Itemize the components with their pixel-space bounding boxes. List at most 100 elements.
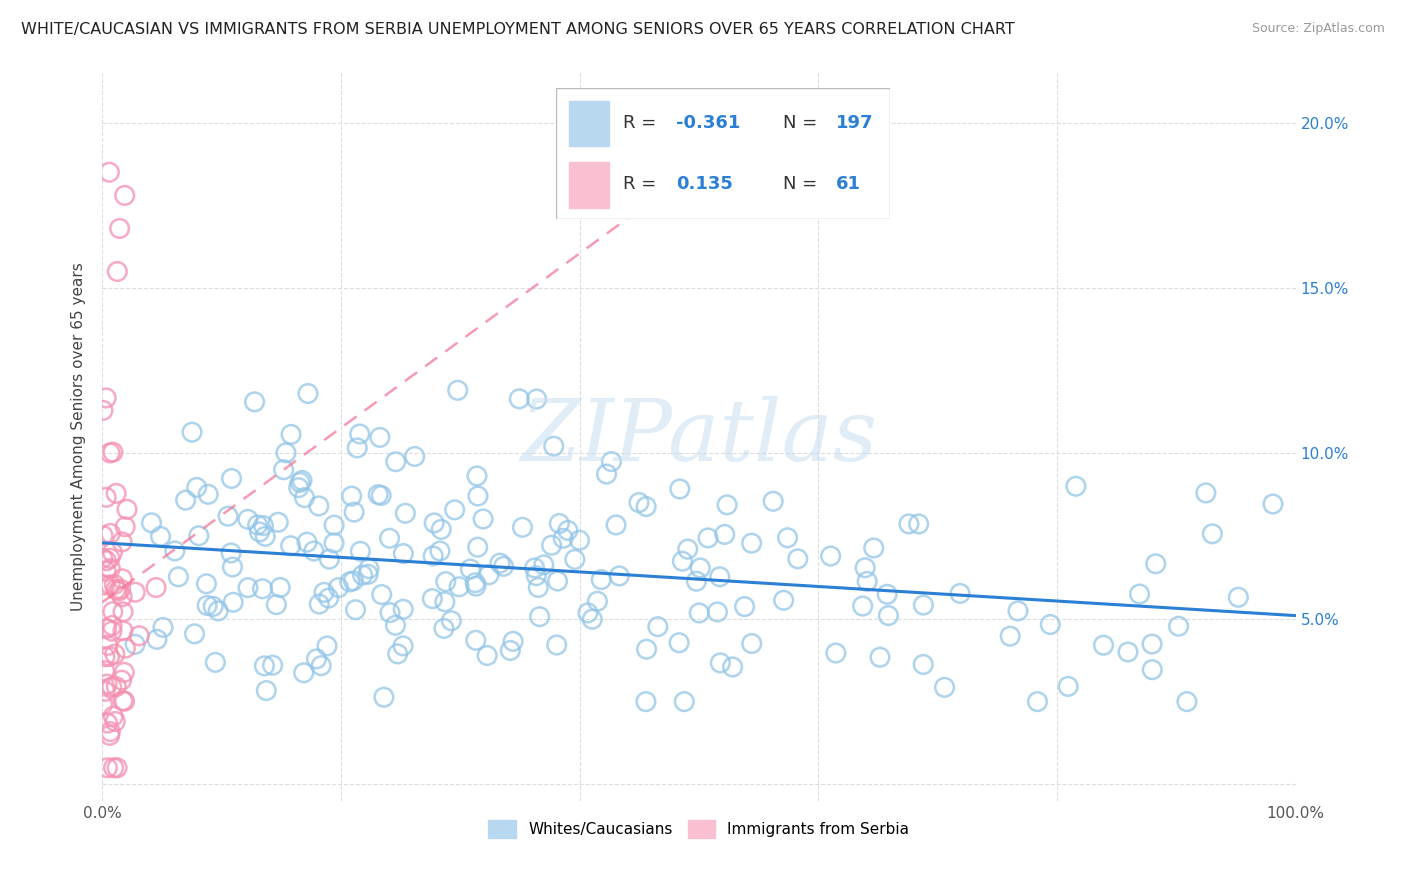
Point bbox=[709, 656, 731, 670]
Point bbox=[100, 680, 122, 694]
Point bbox=[163, 544, 186, 558]
Point bbox=[467, 540, 489, 554]
Point bbox=[207, 604, 229, 618]
Point bbox=[1092, 638, 1115, 652]
Point bbox=[1227, 591, 1250, 605]
Point bbox=[378, 606, 401, 620]
Point bbox=[547, 574, 569, 588]
Point bbox=[288, 475, 311, 490]
Point bbox=[776, 531, 799, 545]
Point bbox=[607, 569, 630, 583]
Point bbox=[103, 577, 125, 591]
Point bbox=[101, 545, 124, 559]
Point bbox=[114, 520, 136, 534]
Point bbox=[392, 547, 415, 561]
Point bbox=[98, 551, 121, 566]
Point bbox=[114, 188, 136, 202]
Point bbox=[912, 657, 935, 672]
Point bbox=[1064, 479, 1087, 493]
Point bbox=[564, 552, 586, 566]
Point bbox=[111, 590, 134, 604]
Point bbox=[124, 637, 146, 651]
Point bbox=[877, 608, 900, 623]
Point bbox=[1128, 587, 1150, 601]
Point bbox=[449, 580, 471, 594]
Point bbox=[576, 606, 599, 620]
Point bbox=[1057, 680, 1080, 694]
Point bbox=[492, 559, 515, 574]
Point bbox=[434, 574, 457, 589]
Point bbox=[586, 594, 609, 608]
Point bbox=[103, 761, 125, 775]
Point bbox=[568, 533, 591, 548]
Point bbox=[101, 624, 124, 639]
Point bbox=[236, 581, 259, 595]
Point bbox=[429, 544, 451, 558]
Point bbox=[104, 647, 127, 661]
Point bbox=[897, 516, 920, 531]
Point bbox=[543, 439, 565, 453]
Point bbox=[292, 665, 315, 680]
Point bbox=[115, 502, 138, 516]
Point bbox=[98, 724, 121, 739]
Point bbox=[772, 593, 794, 607]
Point bbox=[581, 612, 603, 626]
Point bbox=[689, 561, 711, 575]
Point bbox=[384, 618, 406, 632]
Point bbox=[540, 538, 562, 552]
Point bbox=[98, 561, 121, 575]
Point bbox=[254, 683, 277, 698]
Point bbox=[342, 574, 364, 588]
Point bbox=[152, 620, 174, 634]
Point bbox=[460, 562, 482, 576]
Point bbox=[721, 660, 744, 674]
Point bbox=[512, 520, 534, 534]
Point bbox=[820, 549, 842, 563]
Point bbox=[114, 694, 136, 708]
Point bbox=[553, 531, 575, 545]
Point bbox=[636, 642, 658, 657]
Point bbox=[114, 641, 136, 656]
Point bbox=[252, 582, 274, 596]
Point bbox=[98, 165, 121, 179]
Point bbox=[1116, 645, 1139, 659]
Point bbox=[146, 632, 169, 647]
Point bbox=[526, 392, 548, 406]
Point bbox=[852, 599, 875, 613]
Point bbox=[309, 658, 332, 673]
Point bbox=[96, 716, 118, 731]
Point bbox=[149, 529, 172, 543]
Point bbox=[1142, 663, 1164, 677]
Point bbox=[302, 544, 325, 558]
Point bbox=[195, 576, 218, 591]
Point bbox=[1175, 695, 1198, 709]
Point bbox=[305, 652, 328, 666]
Point bbox=[1261, 497, 1284, 511]
Point bbox=[297, 386, 319, 401]
Point bbox=[308, 597, 330, 611]
Point bbox=[318, 552, 340, 566]
Point bbox=[713, 527, 735, 541]
Point bbox=[308, 499, 330, 513]
Point bbox=[1026, 695, 1049, 709]
Point bbox=[673, 695, 696, 709]
Point bbox=[668, 482, 690, 496]
Point bbox=[762, 494, 785, 508]
Point bbox=[96, 565, 118, 579]
Point bbox=[524, 568, 547, 582]
Point bbox=[786, 551, 808, 566]
Point bbox=[316, 639, 339, 653]
Point bbox=[824, 646, 846, 660]
Point bbox=[111, 572, 134, 586]
Point bbox=[370, 588, 392, 602]
Point bbox=[433, 622, 456, 636]
Text: Source: ZipAtlas.com: Source: ZipAtlas.com bbox=[1251, 22, 1385, 36]
Point bbox=[671, 554, 693, 568]
Point bbox=[96, 677, 118, 691]
Point bbox=[502, 634, 524, 648]
Point bbox=[385, 455, 408, 469]
Point bbox=[105, 680, 128, 694]
Point bbox=[98, 446, 121, 460]
Point bbox=[533, 558, 555, 572]
Y-axis label: Unemployment Among Seniors over 65 years: Unemployment Among Seniors over 65 years bbox=[72, 262, 86, 611]
